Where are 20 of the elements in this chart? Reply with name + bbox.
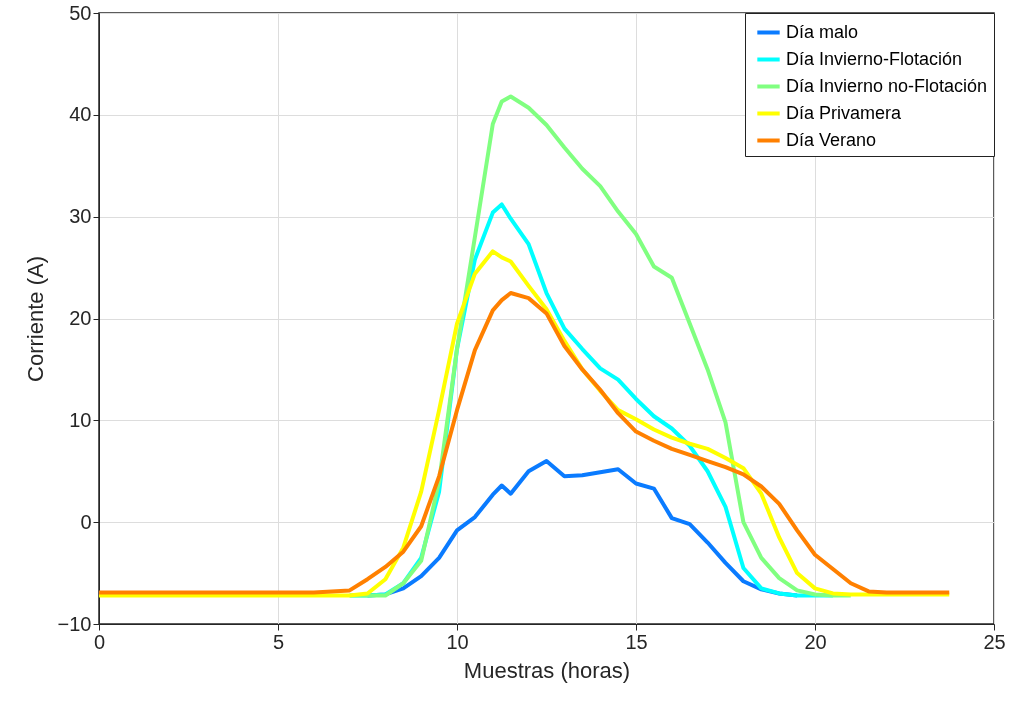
- x-tick-label: 25: [983, 630, 1006, 653]
- x-tick-label: 5: [272, 630, 285, 653]
- x-tick-label: 20: [804, 630, 827, 653]
- x-tick-label: 15: [625, 630, 648, 653]
- x-tick-label: 10: [446, 630, 469, 653]
- y-tick-label: 30: [69, 205, 92, 228]
- y-tick-label: 50: [69, 1, 92, 24]
- legend-label: Día malo: [786, 21, 859, 42]
- legend-label: Día Verano: [786, 129, 877, 150]
- y-tick-label: 40: [69, 103, 92, 126]
- legend-label: Día Privamera: [786, 102, 903, 123]
- y-axis-title: Corriente (A): [22, 256, 48, 382]
- legend-label: Día Invierno no-Flotación: [786, 75, 988, 96]
- legend-label: Día Invierno-Flotación: [786, 48, 963, 69]
- y-tick-label: 0: [80, 510, 92, 533]
- y-tick-label: −10: [57, 612, 92, 635]
- y-tick-label: 10: [69, 408, 92, 431]
- y-tick-label: 20: [69, 307, 92, 329]
- x-tick-label: 0: [93, 630, 106, 653]
- x-axis-title: Muestras (horas): [463, 657, 631, 683]
